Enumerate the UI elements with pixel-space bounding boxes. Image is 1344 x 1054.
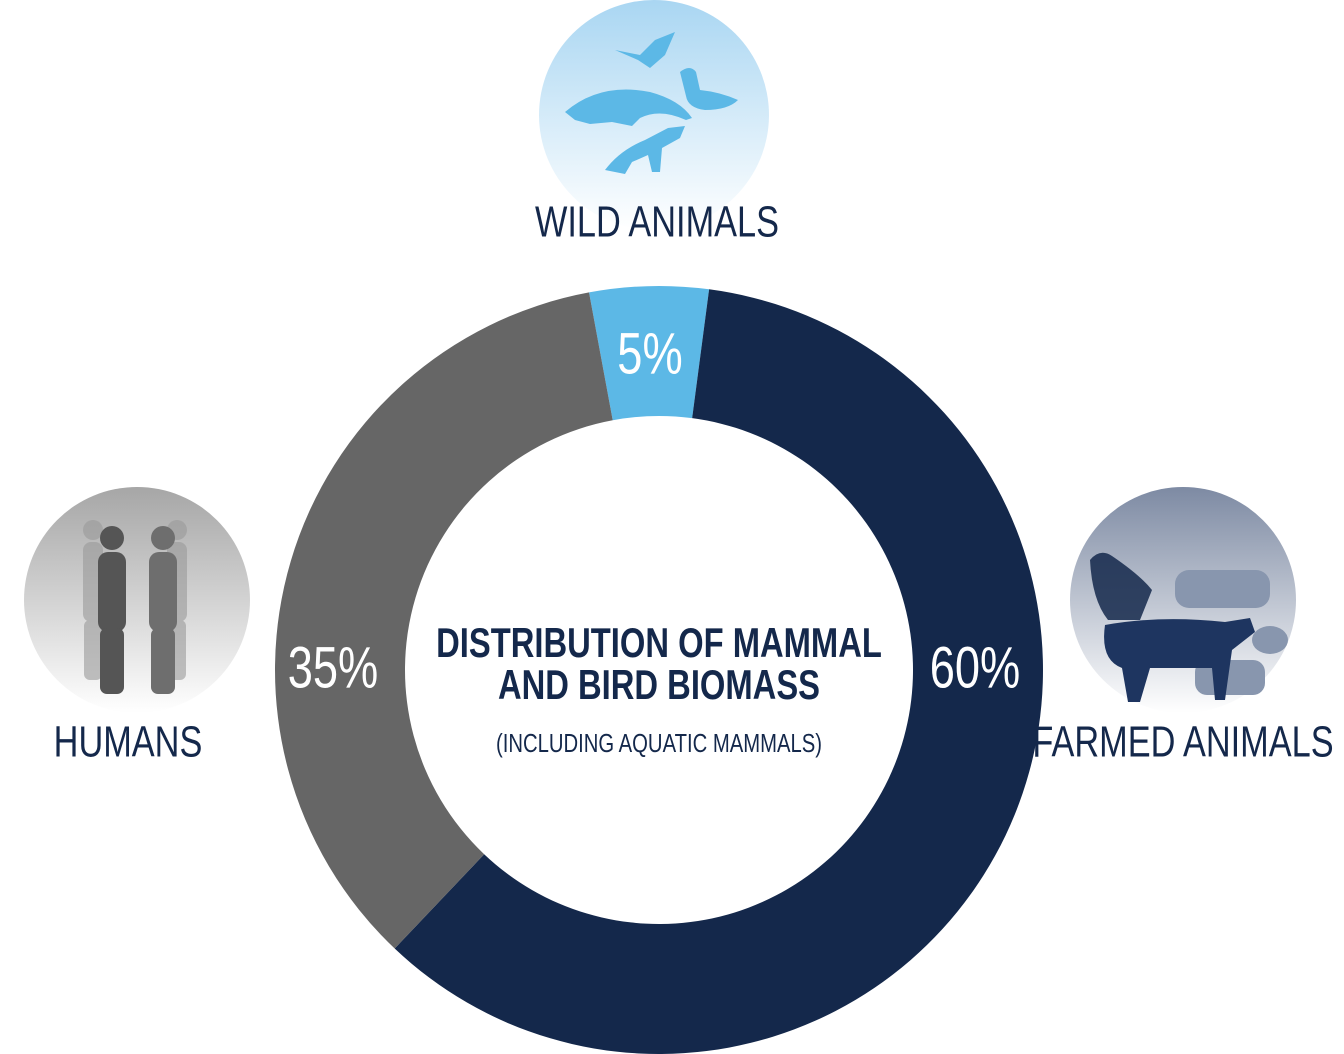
chart-title-group: AND BIRD BIOMASS [498, 661, 820, 708]
category-label: WILD ANIMALS [535, 198, 779, 247]
chart-subtitle: (INCLUDING AQUATIC MAMMALS) [496, 728, 822, 757]
value-label: 35% [288, 636, 379, 701]
category-label: HUMANS [54, 718, 203, 767]
donut-segment [589, 286, 710, 421]
chart-subtitle-group: (INCLUDING AQUATIC MAMMALS) [496, 728, 822, 757]
chart-title: DISTRIBUTION OF MAMMAL [436, 619, 882, 666]
value-label-group: 5% [617, 322, 682, 387]
category-label-group: FARMED ANIMALS [1032, 718, 1333, 767]
labels: 5% WILD ANIMALS 60%FARMED ANIMALS 35% HUMANS… [54, 198, 1334, 767]
value-label-group: 35% [288, 636, 379, 701]
category-label-group: HUMANS [54, 718, 203, 767]
donut-segment [274, 292, 613, 949]
wild-animals-icon [539, 0, 769, 230]
donut-segment [394, 289, 1043, 1054]
farmed-animals-icon [1070, 487, 1296, 713]
value-label: 5% [617, 322, 682, 387]
category-label: FARMED ANIMALS [1032, 718, 1333, 767]
value-label-group: 60% [930, 636, 1021, 701]
value-label: 60% [930, 636, 1021, 701]
donut [274, 286, 1043, 1054]
humans-icon [24, 487, 250, 713]
category-label-group: WILD ANIMALS [535, 198, 779, 247]
chart-title-group: DISTRIBUTION OF MAMMAL [436, 619, 882, 666]
chart-title: AND BIRD BIOMASS [498, 661, 820, 708]
